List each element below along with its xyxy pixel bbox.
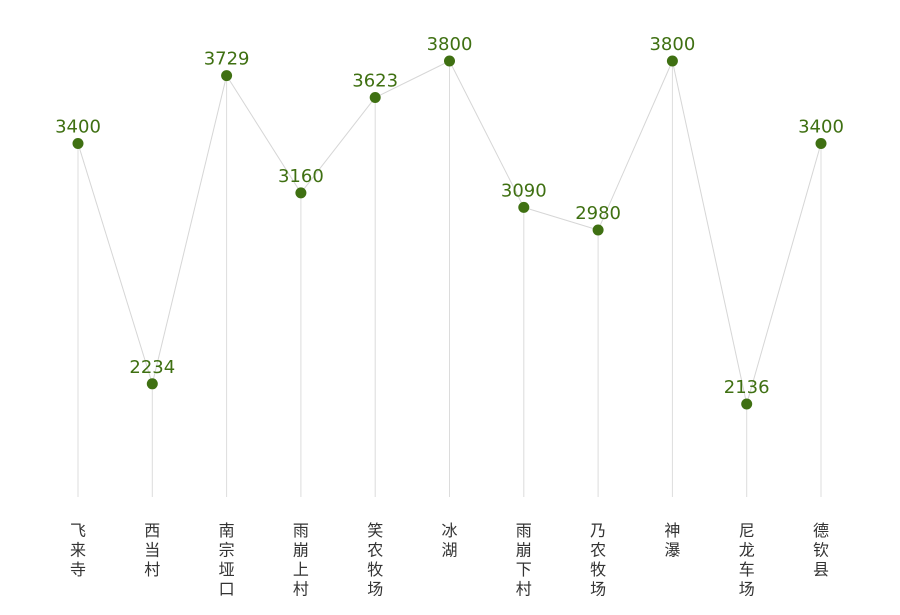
data-point-10 [815,137,827,149]
category-label-7: 乃农牧场 [590,521,606,599]
connector-segment-1 [151,75,228,384]
category-label-1: 西当村 [144,521,160,579]
data-point-2 [221,70,233,82]
category-label-0: 飞来寺 [70,521,86,579]
value-label-8: 3800 [649,34,695,55]
value-label-2: 3729 [204,49,250,70]
category-label-10: 德钦县 [813,521,829,579]
category-label-9: 尼龙车场 [739,521,755,599]
connector-segment-4 [374,60,450,98]
data-point-6 [518,201,530,213]
value-label-4: 3623 [352,70,398,91]
data-point-3 [295,187,307,199]
connector-segment-0 [77,143,153,384]
value-labels: 3400 2234 3729 3160 3623 3800 3090 2980 3800 2136… [55,34,844,398]
value-label-6: 3090 [501,180,547,201]
value-label-5: 3800 [427,34,473,55]
connector-segment-9 [746,143,822,405]
value-label-1: 2234 [129,357,175,378]
data-point-5 [444,55,455,67]
connector-segment-2 [226,75,302,194]
data-point-4 [369,91,381,103]
connector-lines [77,60,822,405]
value-label-3: 3160 [278,166,324,187]
connector-segment-3 [300,97,376,194]
data-point-7 [592,224,604,236]
category-label-6: 雨崩下村 [516,521,532,599]
data-point-9 [741,398,753,410]
connector-segment-8 [671,60,748,405]
category-label-5: 冰湖 [441,521,457,560]
category-label-8: 神瀑 [664,521,680,560]
category-label-2: 南宗垭口 [219,521,235,599]
drop-lines [77,61,822,497]
data-point-1 [146,378,158,390]
data-point-0 [72,137,84,149]
connector-segment-7 [597,60,673,231]
category-label-4: 笑农牧场 [367,521,383,599]
category-label-3: 雨崩上村 [293,521,309,599]
data-point-8 [666,55,678,67]
connector-segment-5 [449,60,525,208]
value-label-7: 2980 [575,203,621,224]
category-labels: 飞来寺 西当村 南宗垭口 雨崩上村 笑农牧场 冰湖 雨崩下村 乃农牧场 神瀑 尼龙车场 德钦县 [70,521,829,599]
value-label-0: 3400 [55,116,101,137]
connector-segment-6 [523,206,599,231]
value-label-9: 2136 [724,377,770,398]
markers [72,55,827,410]
value-label-10: 3400 [798,116,844,137]
